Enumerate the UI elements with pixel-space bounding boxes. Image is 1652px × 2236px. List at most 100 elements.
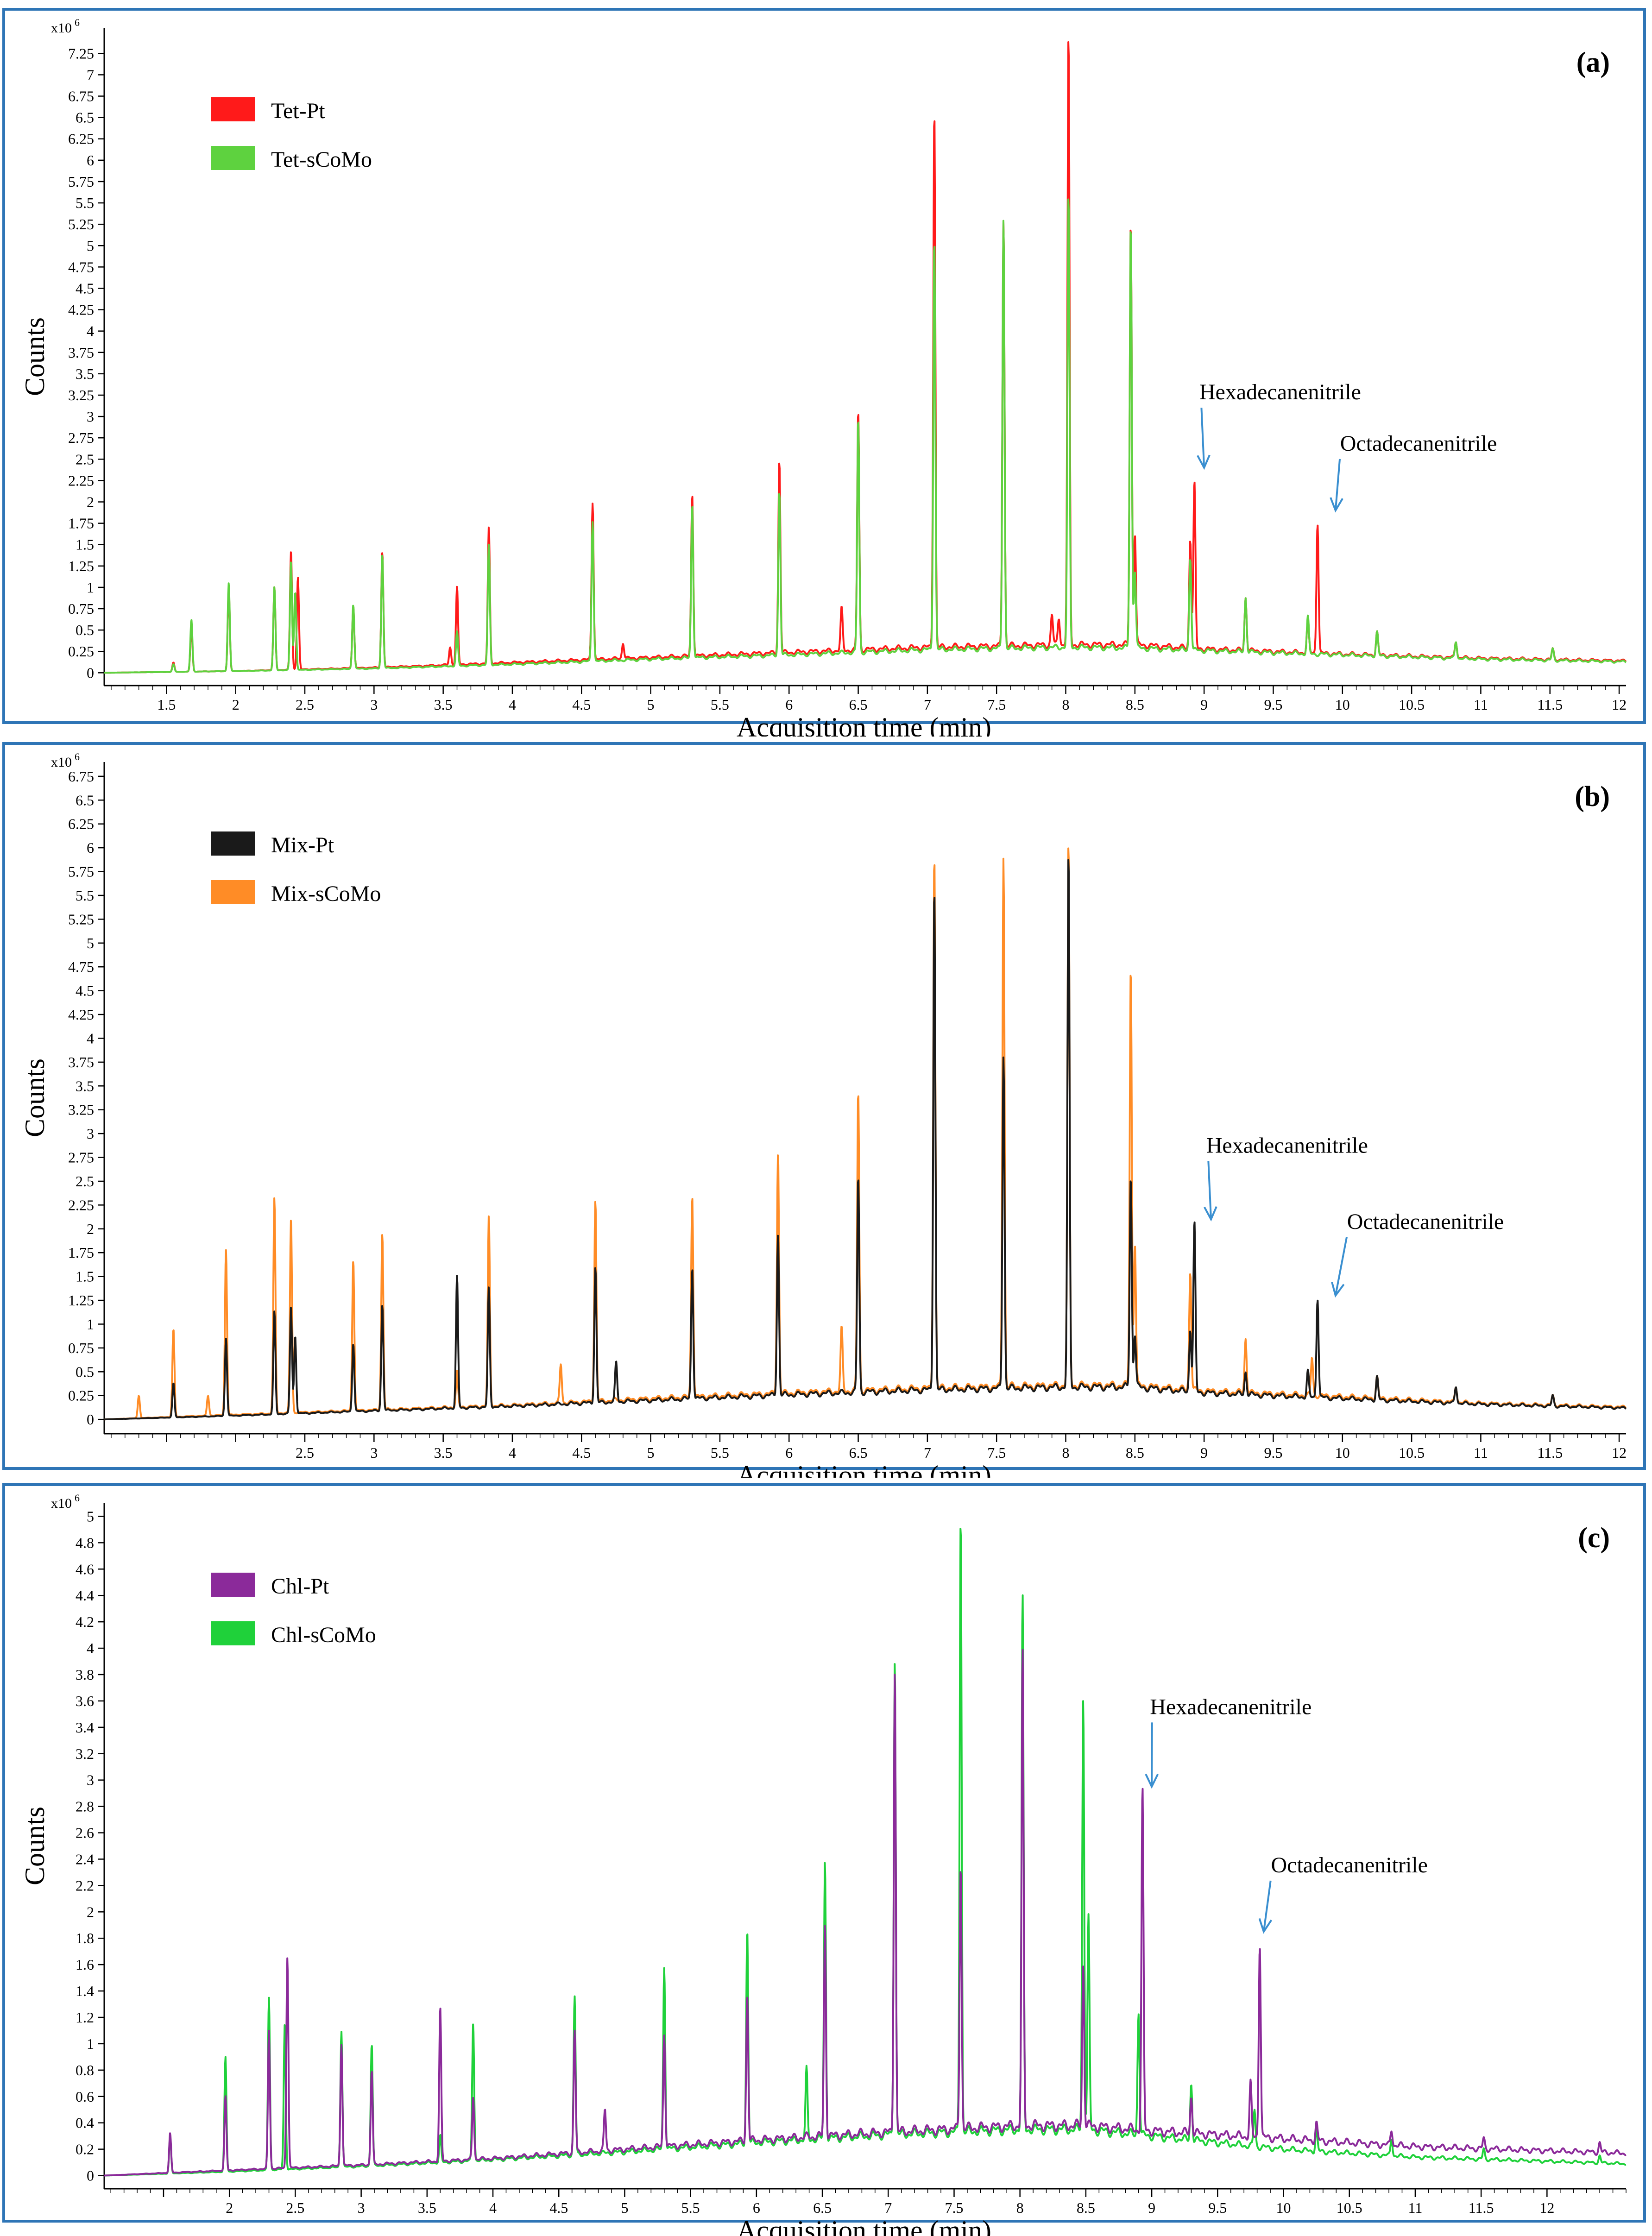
axes xyxy=(103,1503,1626,2190)
series-line-chl-scomo xyxy=(104,1528,1627,2177)
series-group xyxy=(104,1528,1627,2177)
series-line-mix-pt xyxy=(104,859,1627,1421)
y-tick-label: 0.8 xyxy=(76,2062,94,2079)
y-tick-label: 6.5 xyxy=(76,792,94,808)
annotation-arrow xyxy=(1200,408,1205,468)
x-tick-label: 11.5 xyxy=(1537,1444,1563,1461)
x-tick-label: 3 xyxy=(358,2199,365,2216)
x-tick-label: 4.5 xyxy=(572,1444,591,1461)
y-tick-label: 4.5 xyxy=(76,280,94,296)
y-tick-label: 3.2 xyxy=(76,1745,94,1762)
y-tick-label: 2.25 xyxy=(68,1197,94,1213)
annotation-arrowhead xyxy=(1204,1206,1217,1222)
x-ticks: 2.5 3 3.5 4 4.5 5 5.5 6 6.5 7 7.5 8 8.5 9 9.5 10 10.5 11 1… xyxy=(111,1434,1627,1461)
y-tick-label: 1.5 xyxy=(76,1268,94,1285)
x-tick-label: 4.5 xyxy=(572,696,591,713)
x-tick-label: 10 xyxy=(1276,2199,1291,2216)
x-ticks: 2 2.5 3 3.5 4 4.5 5 5.5 6 6.5 7 7.5 8 8.5 9 9.5 10 10.5 11… xyxy=(110,2189,1627,2216)
x-tick-label: 5 xyxy=(647,696,655,713)
y-tick-label: 3.8 xyxy=(76,1666,94,1683)
y-tick-label: 2.75 xyxy=(68,429,94,446)
legend-label: Tet-sCoMo xyxy=(271,147,372,172)
annotation-label: Hexadecanenitrile xyxy=(1199,380,1361,404)
x-tick-label: 7.5 xyxy=(987,1444,1006,1461)
y-tick-label: 0.25 xyxy=(68,643,94,660)
y-tick-label: 1.8 xyxy=(76,1930,94,1946)
y-tick-label: 4.5 xyxy=(76,983,94,999)
y-tick-label: 6.5 xyxy=(76,109,94,126)
y-tick-label: 0.75 xyxy=(68,600,94,617)
x-tick-label: 5.5 xyxy=(711,1444,729,1461)
panel-frame xyxy=(2,8,1646,724)
y-axis-label: Counts xyxy=(19,317,50,396)
y-tick-label: 3.4 xyxy=(76,1719,94,1736)
x-tick-label: 6 xyxy=(785,1444,793,1461)
x-tick-label: 10.5 xyxy=(1399,696,1425,713)
x-tick-label: 2.5 xyxy=(296,1444,314,1461)
x-tick-label: 11 xyxy=(1474,696,1488,713)
x-tick-label: 3.5 xyxy=(434,696,453,713)
y-multiplier-exponent: 6 xyxy=(75,17,80,28)
y-tick-label: 1.5 xyxy=(76,536,94,553)
y-tick-label: 1.2 xyxy=(76,2009,94,2026)
y-tick-label: 5 xyxy=(87,237,94,254)
y-tick-label: 5 xyxy=(87,935,94,951)
y-tick-label: 3 xyxy=(87,408,94,425)
annotation-arrowhead xyxy=(1330,497,1343,513)
y-tick-label: 1 xyxy=(87,1316,94,1332)
chromatogram-panel-c: 0 0.2 0.4 0.6 0.8 1 1.2 1.4 1.6 1.8 2 2.2 2.4 2.6 2.8 3… xyxy=(0,1478,1652,2236)
x-tick-label: 6 xyxy=(753,2199,760,2216)
x-tick-label: 11 xyxy=(1474,1444,1488,1461)
annotation-label: Octadecanenitrile xyxy=(1271,1853,1427,1877)
annotation-label: Octadecanenitrile xyxy=(1340,431,1497,456)
y-tick-label: 0.75 xyxy=(68,1340,94,1356)
y-tick-label: 0.5 xyxy=(76,1363,94,1380)
x-tick-label: 5.5 xyxy=(681,2199,700,2216)
y-tick-label: 0.25 xyxy=(68,1387,94,1404)
y-tick-label: 4.2 xyxy=(76,1613,94,1630)
legend-swatch xyxy=(211,880,255,904)
chromatogram-panel-a: 0 0.25 0.5 0.75 1 1.25 1.5 1.75 2 2.25 2.5 2.75 3 3.2… xyxy=(0,0,1652,737)
x-tick-label: 5 xyxy=(621,2199,628,2216)
panel-frame xyxy=(2,1483,1646,2223)
y-multiplier-exponent: 6 xyxy=(75,1492,80,1504)
x-tick-label: 9 xyxy=(1200,696,1208,713)
y-tick-label: 5.25 xyxy=(68,216,94,233)
y-tick-label: 1.75 xyxy=(68,1244,94,1261)
y-tick-label: 1.25 xyxy=(68,1292,94,1309)
axes xyxy=(103,28,1626,687)
annotations: Hexadecanenitrile Octadecanenitrile xyxy=(1197,380,1497,513)
y-tick-label: 4 xyxy=(87,323,94,340)
x-tick-label: 8.5 xyxy=(1126,1444,1144,1461)
x-tick-label: 12 xyxy=(1612,696,1627,713)
series-group xyxy=(104,41,1627,674)
legend-swatch xyxy=(211,1621,255,1645)
y-tick-label: 0.6 xyxy=(76,2088,94,2105)
x-tick-label: 6 xyxy=(785,696,793,713)
x-axis-label: Acquisition time (min) xyxy=(737,2215,991,2236)
panel-label: (a) xyxy=(1576,47,1610,78)
legend-label: Mix-sCoMo xyxy=(271,882,381,906)
annotation-arrowhead xyxy=(1258,1918,1273,1934)
x-tick-label: 5.5 xyxy=(711,696,729,713)
x-tick-label: 8.5 xyxy=(1126,696,1144,713)
x-tick-label: 3 xyxy=(370,1444,378,1461)
legend-label: Mix-Pt xyxy=(271,833,334,857)
annotation-arrowhead xyxy=(1331,1282,1345,1298)
x-ticks: 1.5 2 2.5 3 3.5 4 4.5 5 5.5 6 6.5 7 7.5 8 8.5 9 9.5 10 10.… xyxy=(111,686,1627,713)
x-tick-label: 11.5 xyxy=(1537,696,1563,713)
x-tick-label: 11 xyxy=(1408,2199,1423,2216)
y-tick-label: 0 xyxy=(87,664,94,681)
series-line-chl-pt xyxy=(104,1649,1627,2177)
y-tick-label: 1 xyxy=(87,579,94,596)
x-tick-label: 5 xyxy=(647,1444,655,1461)
y-tick-label: 0 xyxy=(87,1411,94,1428)
y-tick-label: 6 xyxy=(87,839,94,856)
annotations: Hexadecanenitrile Octadecanenitrile xyxy=(1204,1133,1504,1298)
x-tick-label: 2 xyxy=(226,2199,233,2216)
y-tick-label: 2.8 xyxy=(76,1798,94,1815)
y-tick-label: 3 xyxy=(87,1125,94,1142)
x-tick-label: 6.5 xyxy=(813,2199,832,2216)
y-tick-label: 4.25 xyxy=(68,1006,94,1023)
x-tick-label: 3.5 xyxy=(434,1444,453,1461)
